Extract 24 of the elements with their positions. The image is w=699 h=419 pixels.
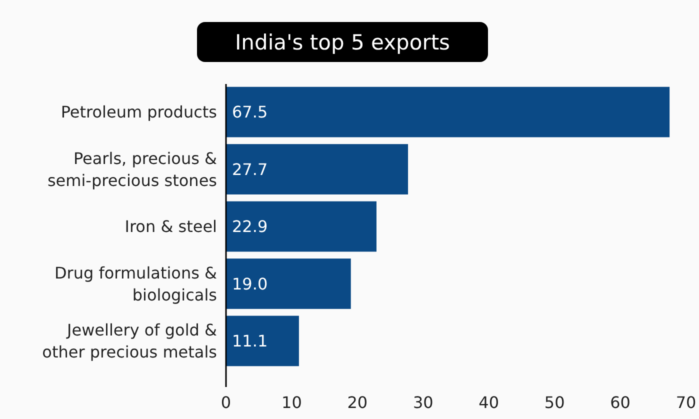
x-tick-label: 30 — [412, 393, 434, 412]
x-tick-label: 60 — [610, 393, 630, 412]
x-tick-label: 40 — [478, 393, 500, 412]
x-tick-label: 10 — [282, 393, 302, 412]
data-label: 11.1 — [232, 332, 268, 351]
data-label: 19.0 — [232, 274, 268, 294]
y-tick-label: Drug formulations & biologicals — [54, 263, 217, 304]
data-label: 67.5 — [232, 102, 268, 122]
x-tick-label: 20 — [347, 393, 368, 412]
bar — [226, 86, 670, 138]
y-tick-label: Petroleum products — [60, 102, 217, 122]
x-tick-label: 0 — [220, 393, 232, 412]
bar — [226, 144, 408, 194]
bar — [226, 258, 351, 309]
chart-title: India's top 5 exports — [234, 30, 450, 54]
y-tick-label: Iron & steel — [124, 217, 217, 236]
x-tick-label: 50 — [544, 393, 565, 412]
x-tick-label: 70 — [676, 393, 696, 412]
data-label: 22.9 — [232, 217, 268, 236]
data-label: 27.7 — [232, 160, 268, 179]
bar — [226, 201, 376, 252]
y-tick-label: Jewellery of gold & other precious metals — [42, 320, 217, 362]
y-tick-label: Pearls, precious & semi-precious stones — [47, 148, 217, 190]
bar — [226, 316, 299, 366]
